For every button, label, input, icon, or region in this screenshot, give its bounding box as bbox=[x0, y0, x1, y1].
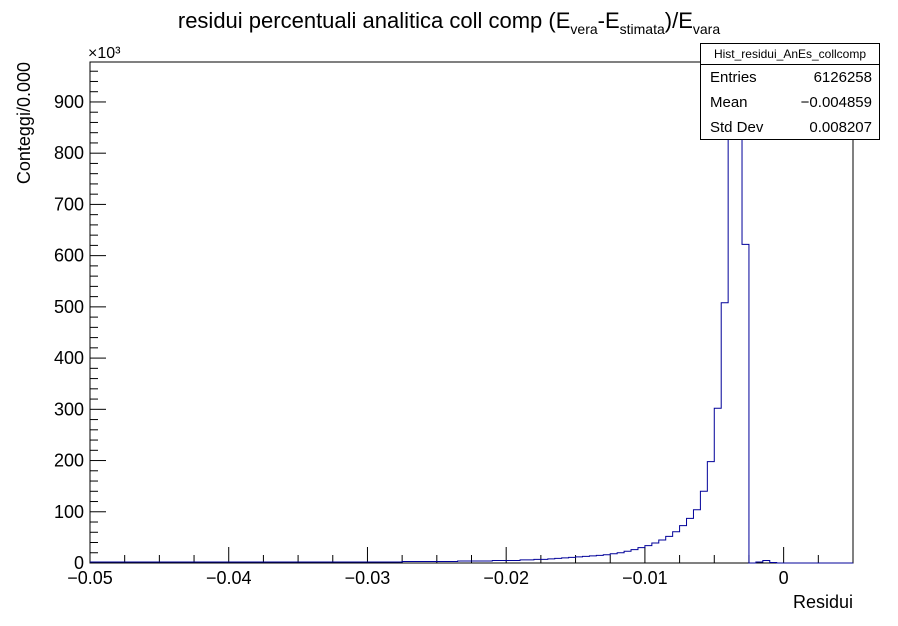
stats-box: Hist_residui_AnEs_collcomp Entries 61262… bbox=[700, 43, 880, 140]
x-axis-label: Residui bbox=[793, 592, 853, 612]
y-tick-label: 800 bbox=[54, 143, 84, 163]
chart-title: residui percentuali analitica coll comp … bbox=[177, 8, 721, 37]
y-tick-label: 0 bbox=[74, 553, 84, 573]
stats-row-entries: Entries 6126258 bbox=[710, 69, 872, 86]
x-axis-ticks: −0.05 −0.04 −0.03 −0.02 −0.01 0 bbox=[67, 547, 854, 588]
y-tick-label: 900 bbox=[54, 92, 84, 112]
y-tick-label: 200 bbox=[54, 451, 84, 471]
y-tick-label: 400 bbox=[54, 348, 84, 368]
y-axis-multiplier: ×10³ bbox=[88, 45, 121, 62]
stats-row-mean: Mean −0.004859 bbox=[710, 94, 872, 111]
y-tick-label: 100 bbox=[54, 502, 84, 522]
x-tick-label: −0.03 bbox=[345, 568, 391, 588]
x-tick-label: −0.01 bbox=[622, 568, 668, 588]
y-tick-label: 700 bbox=[54, 194, 84, 214]
stats-box-title: Hist_residui_AnEs_collcomp bbox=[701, 44, 879, 65]
y-tick-label: 500 bbox=[54, 297, 84, 317]
x-tick-label: −0.05 bbox=[67, 568, 113, 588]
x-tick-label: −0.04 bbox=[206, 568, 252, 588]
y-tick-label: 600 bbox=[54, 246, 84, 266]
y-axis-ticks: 0 100 200 300 400 500 600 700 800 900 bbox=[54, 70, 106, 573]
x-tick-label: 0 bbox=[779, 568, 789, 588]
y-axis-label: Conteggi/0.000 bbox=[14, 62, 34, 184]
stats-row-stddev: Std Dev 0.008207 bbox=[710, 119, 872, 136]
y-tick-label: 300 bbox=[54, 399, 84, 419]
x-tick-label: −0.02 bbox=[483, 568, 529, 588]
